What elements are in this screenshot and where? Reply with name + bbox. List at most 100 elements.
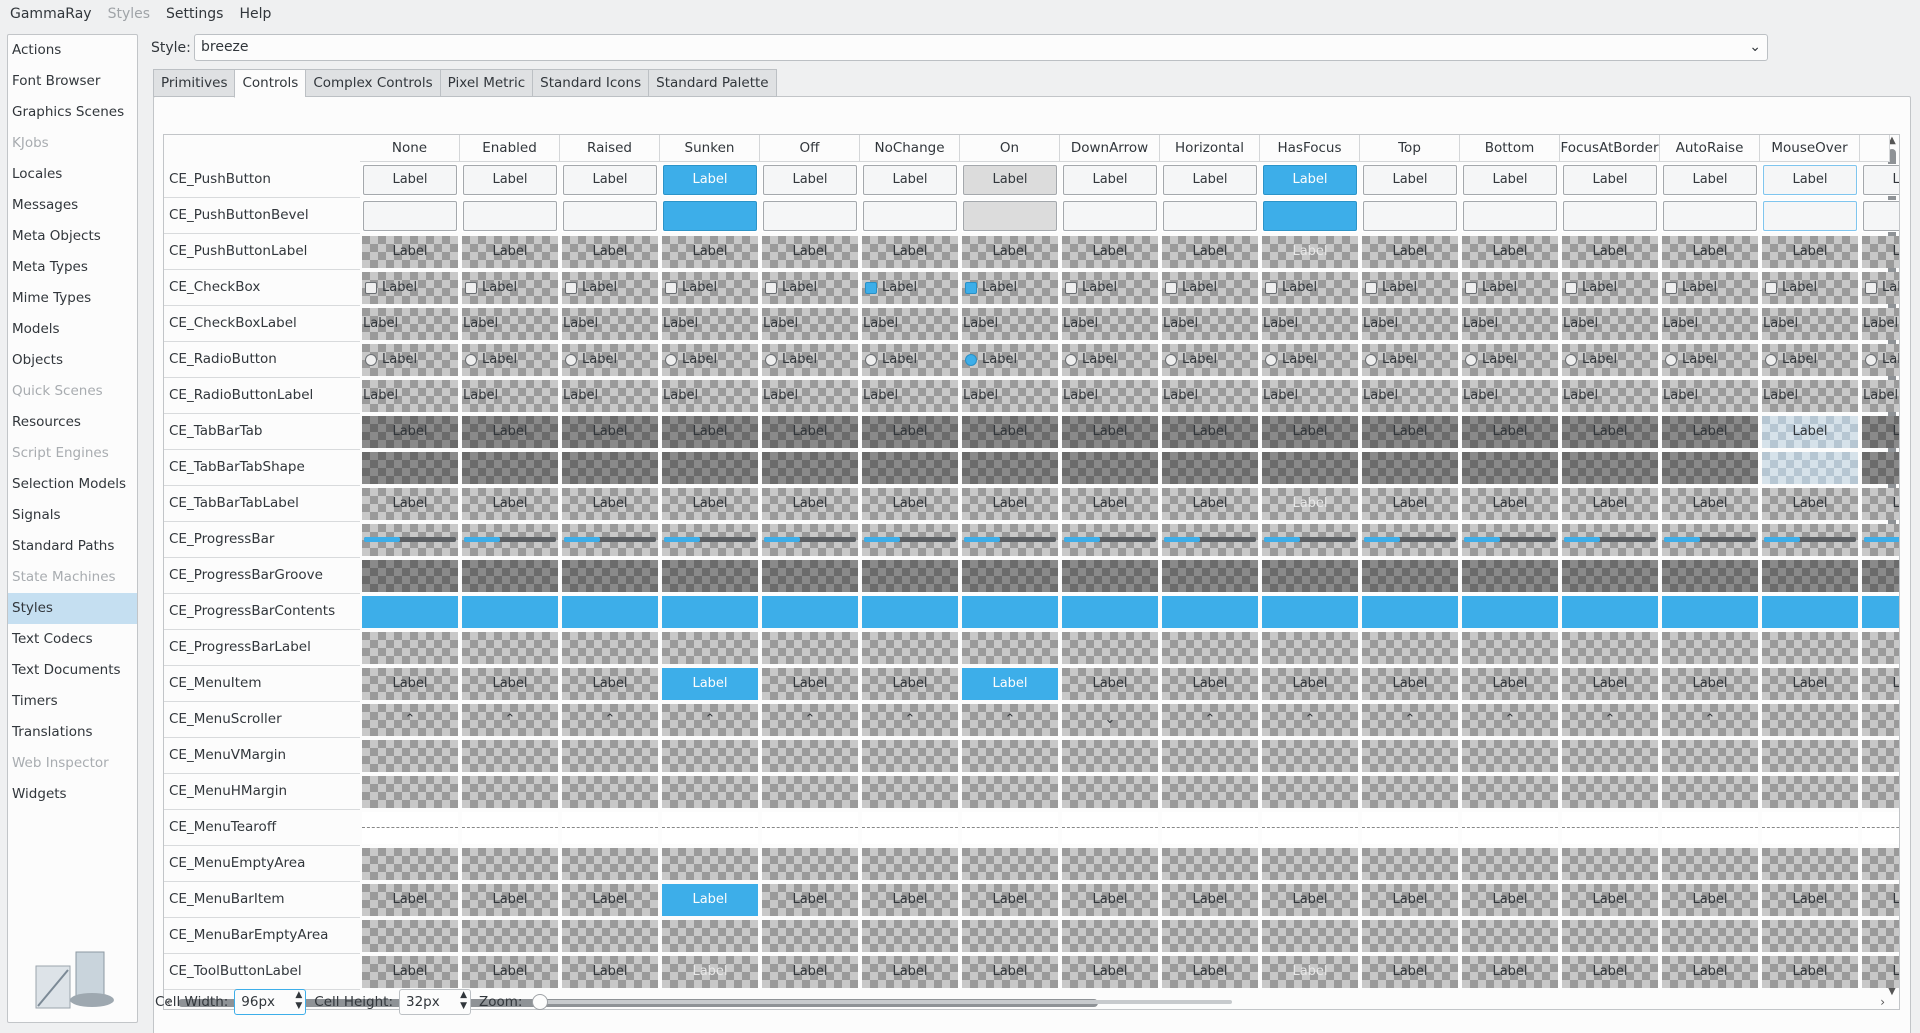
sidebar-item-selection-models[interactable]: Selection Models [12,476,127,492]
push-button-bevel [1363,201,1457,231]
spin-arrows-icon[interactable]: ▲ ▼ [460,990,467,1011]
cell-label: Label [563,316,599,331]
preview-cell [1162,596,1258,628]
sidebar-item-timers[interactable]: Timers [12,693,58,709]
sidebar-item-widgets[interactable]: Widgets [12,786,67,802]
tab-complex-controls[interactable]: Complex Controls [305,69,440,97]
sidebar-item-mime-types[interactable]: Mime Types [12,290,92,306]
sidebar-item-kjobs[interactable]: KJobs [12,135,49,151]
preview-cell: ⌃ [662,704,758,736]
cell-label: Label [1663,388,1699,403]
preview-cell: Label [862,236,958,268]
sidebar-item-text-codecs[interactable]: Text Codecs [12,631,93,647]
cell-label: Label [792,424,828,439]
tab-standard-icons[interactable]: Standard Icons [532,69,649,97]
scroll-down-icon[interactable]: ▼ [1888,986,1896,997]
spin-arrows-icon[interactable]: ▲ ▼ [295,990,303,1011]
sidebar-item-meta-objects[interactable]: Meta Objects [12,228,101,244]
cell-label: Label [392,244,428,259]
preview-cell [1362,776,1458,808]
preview-cell: Label [762,164,858,196]
menu-gammaray[interactable]: GammaRay [10,6,92,22]
style-combobox[interactable]: breeze ⌄ [194,34,1768,61]
tearoff-line [1262,827,1358,828]
sidebar-item-web-inspector[interactable]: Web Inspector [12,755,109,771]
zoom-slider[interactable] [532,989,1233,1015]
cell-label: Label [1082,352,1118,367]
tab-primitives[interactable]: Primitives [153,69,235,97]
cell-label: Label [1682,280,1718,295]
cell-label: Label [1882,352,1899,367]
sidebar-item-standard-paths[interactable]: Standard Paths [12,538,115,554]
sidebar-item-translations[interactable]: Translations [12,724,93,740]
preview-cell [862,452,958,484]
zoom-slider-handle[interactable] [532,994,549,1010]
preview-cell [1362,560,1458,592]
cell-label: Label [1192,676,1228,691]
cell-label: Label [1392,892,1428,907]
preview-cell: Label [762,884,858,916]
menu-settings[interactable]: Settings [166,6,224,22]
tab-controls[interactable]: Controls [234,69,306,98]
scroll-up-icon[interactable]: ▲ [1888,135,1896,146]
sidebar-item-quick-scenes[interactable]: Quick Scenes [12,383,103,399]
row-header: CE_ToolButtonLabel [164,954,360,990]
sidebar-item-resources[interactable]: Resources [12,414,81,430]
scroll-left-icon[interactable]: ‹ [166,995,171,1009]
radio-icon [765,354,777,366]
preview-cell [1262,740,1358,772]
sidebar-item-locales[interactable]: Locales [12,166,63,182]
tab-pixel-metric[interactable]: Pixel Metric [439,69,533,97]
preview-cell [1562,812,1658,844]
preview-cell [1862,776,1899,808]
preview-cell [1162,812,1258,844]
preview-cell [1762,776,1858,808]
sidebar-item-actions[interactable]: Actions [12,42,62,58]
preview-cell [1362,920,1458,952]
sidebar-item-styles[interactable]: Styles [8,593,137,624]
scroll-right-icon[interactable]: › [1880,995,1885,1009]
sidebar-item-state-machines[interactable]: State Machines [12,569,116,585]
menu-help[interactable]: Help [239,6,272,22]
push-button-bevel [363,201,457,231]
preview-cell: Label [1362,236,1458,268]
preview-cell [1662,848,1758,880]
cell-width-spinbox[interactable]: 96px ▲ ▼ [234,989,307,1015]
preview-cell [862,596,958,628]
tab-standard-palette[interactable]: Standard Palette [648,69,777,97]
progress-fill [1164,537,1200,542]
chevron-up-icon: ⌃ [604,712,616,727]
sidebar-item-messages[interactable]: Messages [12,197,79,213]
cell-label: Label [492,424,528,439]
sidebar-item-models[interactable]: Models [12,321,60,337]
progress-fill [1564,537,1600,542]
sidebar-item-graphics-scenes[interactable]: Graphics Scenes [12,104,125,120]
cell-height-spinbox[interactable]: 32px ▲ ▼ [399,989,471,1015]
sidebar-item-signals[interactable]: Signals [12,507,61,523]
preview-cell: Label [562,308,658,340]
preview-cell: Label [1262,164,1358,196]
cell-label: Label [1263,388,1299,403]
cell-label: Label [792,964,828,979]
preview-cell [1262,632,1358,664]
preview-cell [562,632,658,664]
preview-cell: Label [1362,956,1458,988]
cell-label: Label [763,388,799,403]
sidebar-item-font-browser[interactable]: Font Browser [12,73,101,89]
cell-label: Label [392,496,428,511]
sidebar-item-meta-types[interactable]: Meta Types [12,259,88,275]
preview-cell: Label [362,236,458,268]
sidebar-item-text-documents[interactable]: Text Documents [12,662,121,678]
preview-cell: Label [1762,416,1858,448]
cell-label: Label [1492,892,1528,907]
preview-cell: Label [762,380,858,412]
menu-styles[interactable]: Styles [107,6,151,22]
preview-cell: Label [862,308,958,340]
cell-label: Label [482,352,518,367]
cell-label: Label [782,352,818,367]
preview-cell [1462,200,1558,232]
chevron-up-icon: ⌃ [1504,712,1516,727]
sidebar-item-objects[interactable]: Objects [12,352,64,368]
cell-label: Label [1292,892,1328,907]
sidebar-item-script-engines[interactable]: Script Engines [12,445,109,461]
